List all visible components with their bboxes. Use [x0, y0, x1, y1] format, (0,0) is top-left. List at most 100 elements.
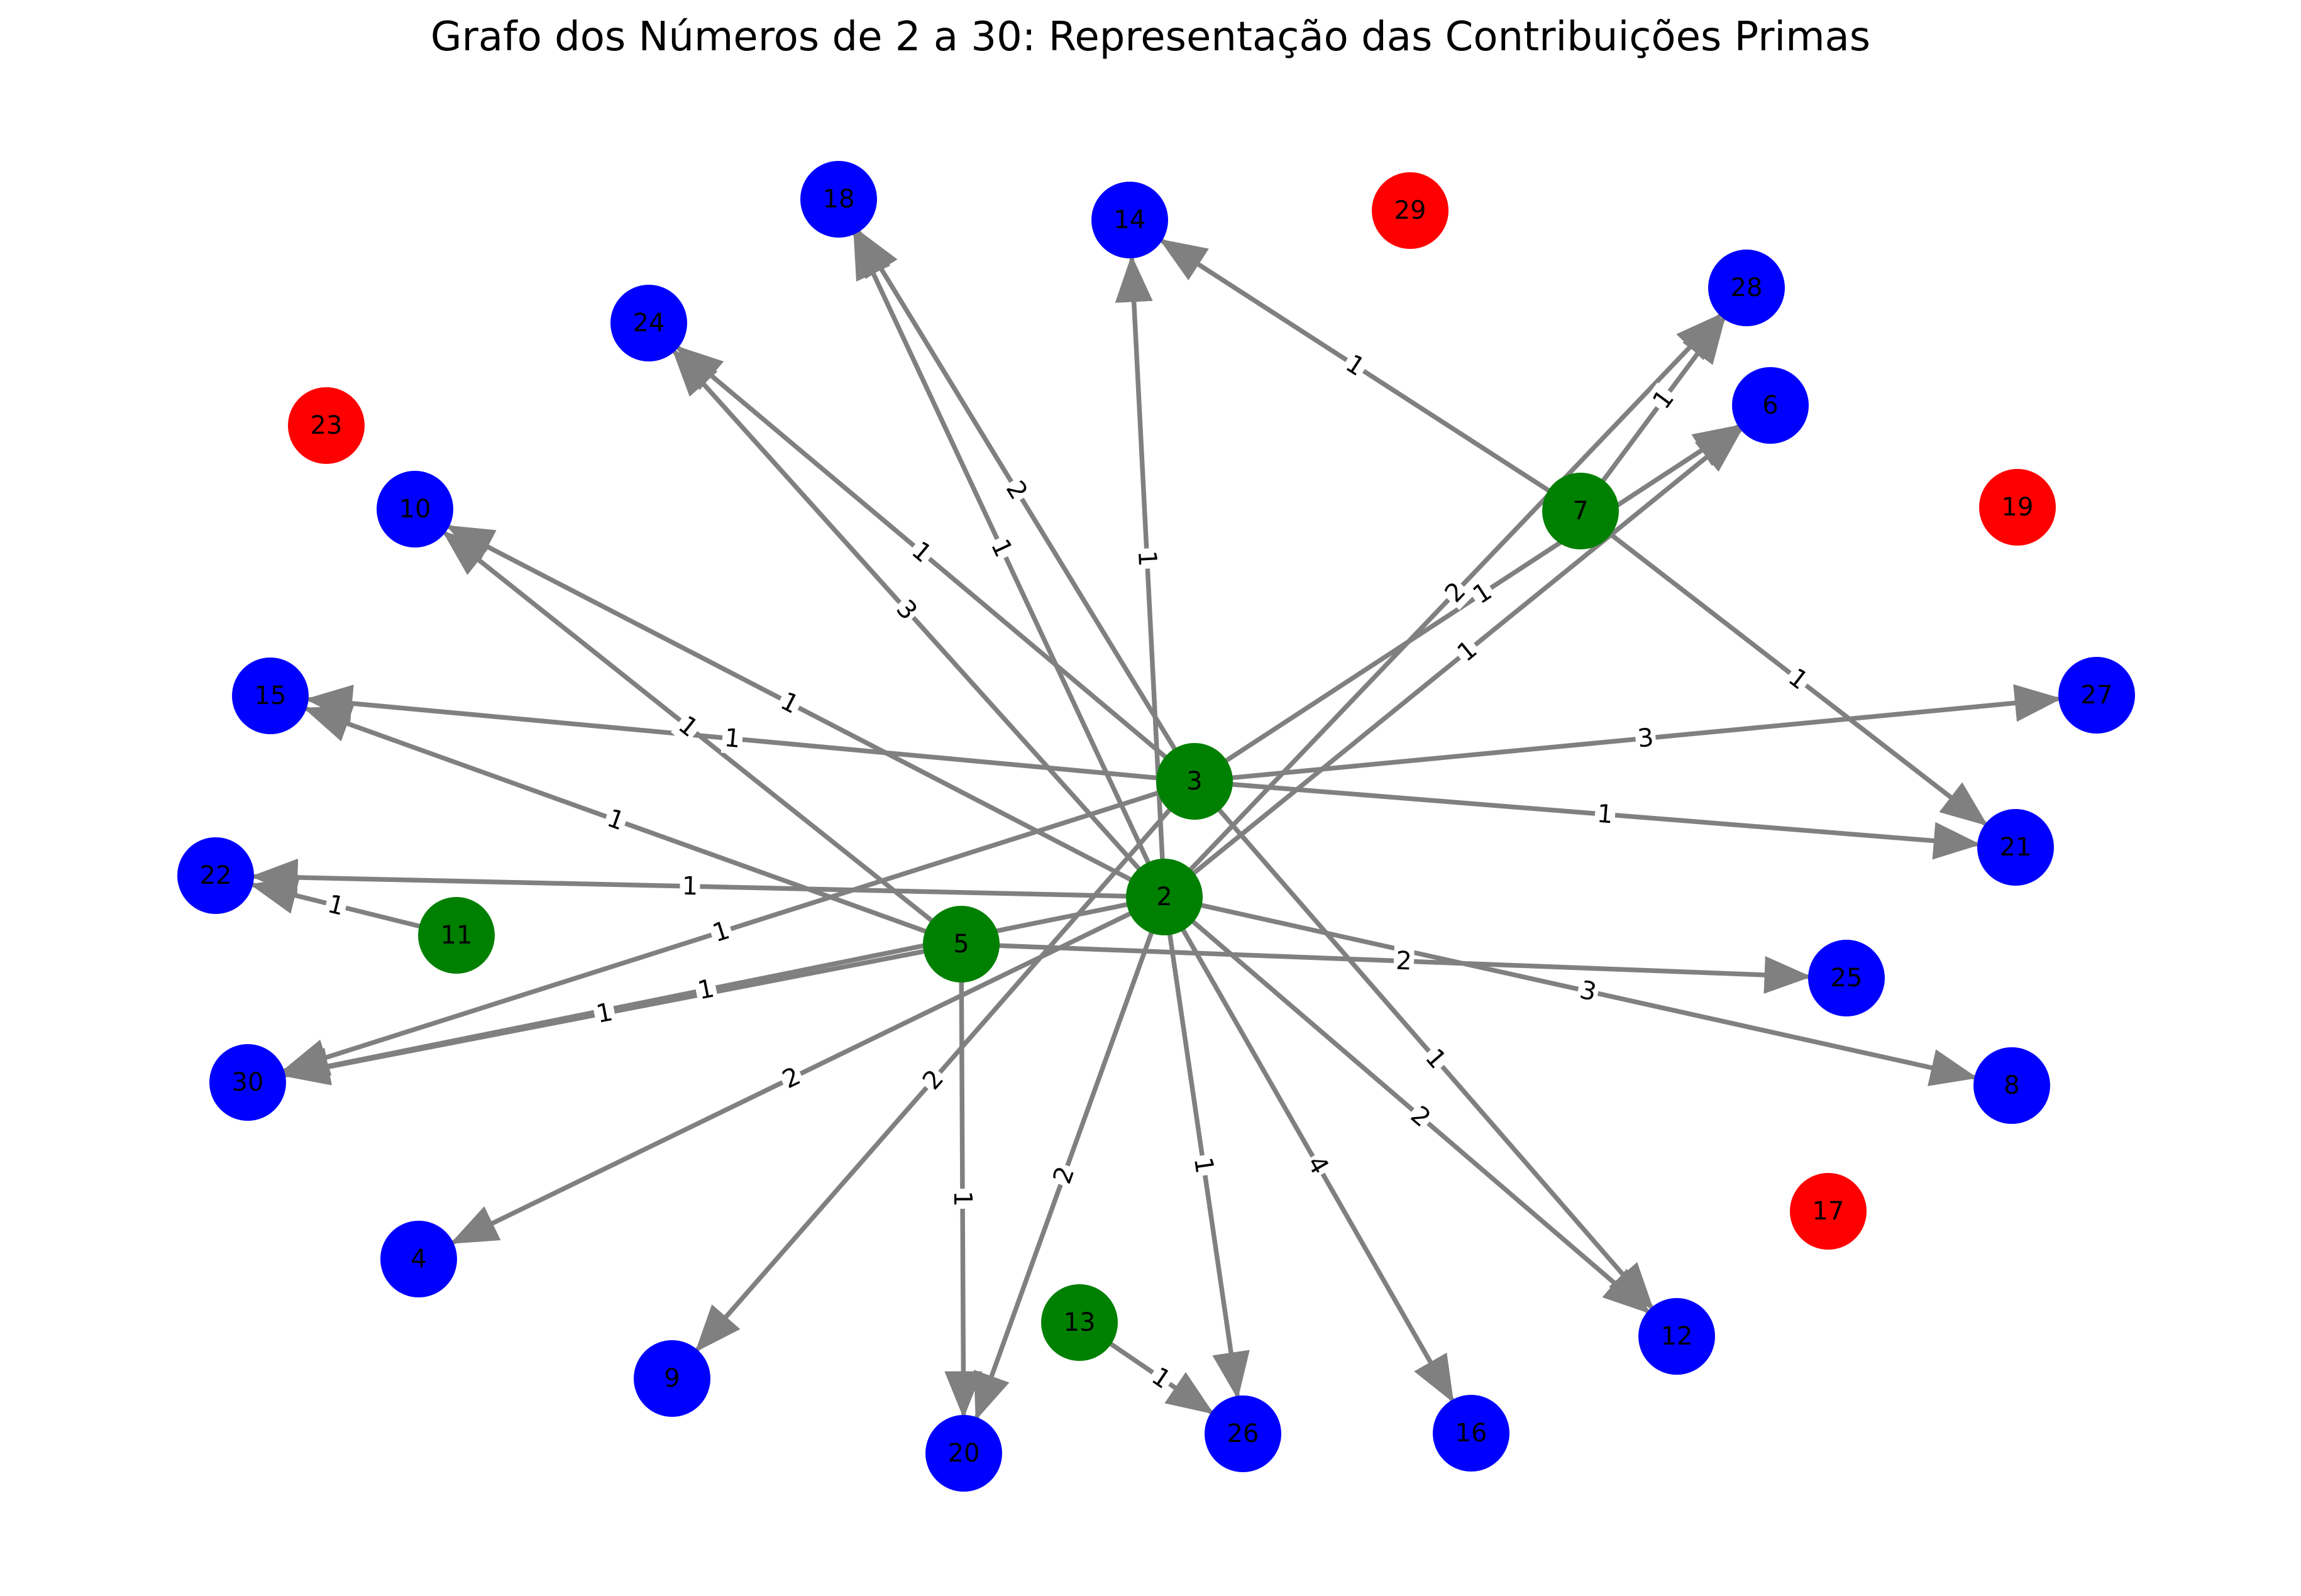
node-circle	[923, 906, 1000, 982]
node-10: 10	[377, 471, 453, 548]
edge-label-2-to-30: 1	[693, 972, 719, 1007]
node-circle	[1732, 367, 1809, 444]
node-circle	[610, 285, 687, 361]
node-circle	[1372, 172, 1448, 249]
node-circle	[925, 1415, 1002, 1492]
node-30: 30	[209, 1044, 286, 1121]
node-22: 22	[177, 837, 254, 914]
node-label: 4	[411, 1245, 426, 1274]
edge-label-text: 1	[325, 889, 348, 922]
node-label: 7	[1572, 497, 1588, 526]
edge-label-2-to-4: 2	[776, 1060, 807, 1096]
node-label: 10	[399, 495, 431, 524]
edge-label-2-to-22: 1	[679, 871, 701, 902]
edge-label-7-to-14: 1	[1338, 347, 1372, 384]
node-circle	[1156, 743, 1233, 820]
node-label: 3	[1186, 767, 1202, 796]
node-circle	[418, 897, 495, 974]
node-circle	[634, 1340, 710, 1417]
node-label: 5	[953, 930, 969, 959]
node-24: 24	[610, 285, 687, 361]
node-circle	[1790, 1173, 1867, 1250]
node-circle	[209, 1044, 286, 1121]
node-circle	[377, 471, 453, 548]
node-label: 17	[1813, 1197, 1845, 1226]
node-label: 19	[2002, 493, 2034, 522]
node-circle	[1205, 1395, 1281, 1472]
edge-label-3-to-6: 1	[1465, 575, 1499, 612]
node-label: 26	[1227, 1419, 1259, 1448]
nodes-layer: 2357111346891012141516182021222425262728…	[177, 161, 2135, 1492]
edge-label-text: 3	[1636, 723, 1655, 753]
node-23: 23	[288, 387, 365, 464]
node-label: 27	[2081, 681, 2113, 710]
node-circle	[1433, 1395, 1509, 1472]
edge-label-text: 1	[948, 1191, 977, 1207]
edge-label-11-to-22: 1	[323, 888, 350, 923]
node-circle	[1808, 940, 1885, 1016]
node-16: 16	[1433, 1395, 1509, 1472]
node-11: 11	[418, 897, 495, 974]
node-21: 21	[1977, 809, 2054, 886]
node-25: 25	[1808, 940, 1885, 1016]
node-label: 11	[441, 921, 473, 950]
node-20: 20	[925, 1415, 1002, 1492]
edge-label-text: 1	[723, 724, 742, 754]
edge-label-2-to-18: 1	[983, 532, 1020, 564]
node-circle	[1708, 250, 1785, 326]
edge-label-2-to-10: 1	[773, 685, 806, 722]
diagram-title: Grafo dos Números de 2 a 30: Representaç…	[430, 14, 1871, 60]
node-label: 22	[200, 861, 232, 890]
node-6: 6	[1732, 367, 1809, 444]
node-label: 14	[1114, 206, 1146, 234]
edge-label-2-to-16: 4	[1299, 1148, 1336, 1182]
node-2: 2	[1126, 859, 1203, 935]
node-3: 3	[1156, 743, 1233, 820]
node-circle	[1638, 1298, 1715, 1375]
node-label: 16	[1455, 1419, 1487, 1448]
edge-label-13-to-26: 1	[1144, 1360, 1178, 1397]
node-label: 2	[1156, 883, 1172, 911]
node-label: 25	[1831, 964, 1863, 993]
node-circle	[800, 161, 877, 238]
edge-label-2-to-14: 1	[1131, 548, 1163, 570]
node-label: 8	[2004, 1071, 2019, 1100]
edge-label-5-to-20: 1	[947, 1188, 978, 1209]
node-circle	[2058, 657, 2135, 734]
edge-label-3-to-27: 3	[1634, 722, 1657, 754]
node-label: 23	[311, 411, 343, 440]
edge-label-text: 2	[1395, 947, 1412, 976]
node-circle	[1979, 469, 2056, 546]
node-19: 19	[1979, 469, 2056, 546]
edge-label-text: 1	[1132, 550, 1162, 568]
node-label: 12	[1661, 1322, 1693, 1351]
node-circle	[1041, 1284, 1118, 1361]
edge-label-2-to-20: 2	[1046, 1160, 1082, 1190]
node-label: 30	[232, 1068, 264, 1097]
node-4: 4	[380, 1221, 457, 1297]
node-18: 18	[800, 161, 877, 238]
edge-label-2-to-8: 3	[1575, 974, 1601, 1008]
node-15: 15	[232, 658, 309, 734]
edge-label-3-to-18: 2	[998, 473, 1035, 507]
node-circle	[380, 1221, 457, 1297]
node-label: 29	[1394, 196, 1426, 225]
edge-label-3-to-30: 1	[707, 914, 736, 950]
node-7: 7	[1542, 473, 1619, 549]
node-circle	[1126, 859, 1203, 935]
node-label: 13	[1064, 1308, 1096, 1337]
node-label: 28	[1731, 273, 1763, 302]
edge-label-2-to-26: 1	[1187, 1153, 1220, 1178]
edge-label-text: 1	[681, 872, 698, 901]
node-17: 17	[1790, 1173, 1867, 1250]
node-circle	[1091, 182, 1168, 258]
node-13: 13	[1041, 1284, 1118, 1361]
edge-label-text: 1	[1596, 800, 1614, 830]
edge-label-3-to-15: 1	[720, 722, 744, 755]
node-9: 9	[634, 1340, 710, 1417]
edge-label-7-to-21: 1	[1780, 661, 1816, 698]
node-14: 14	[1091, 182, 1168, 258]
node-12: 12	[1638, 1298, 1715, 1375]
node-circle	[1973, 1047, 2050, 1124]
